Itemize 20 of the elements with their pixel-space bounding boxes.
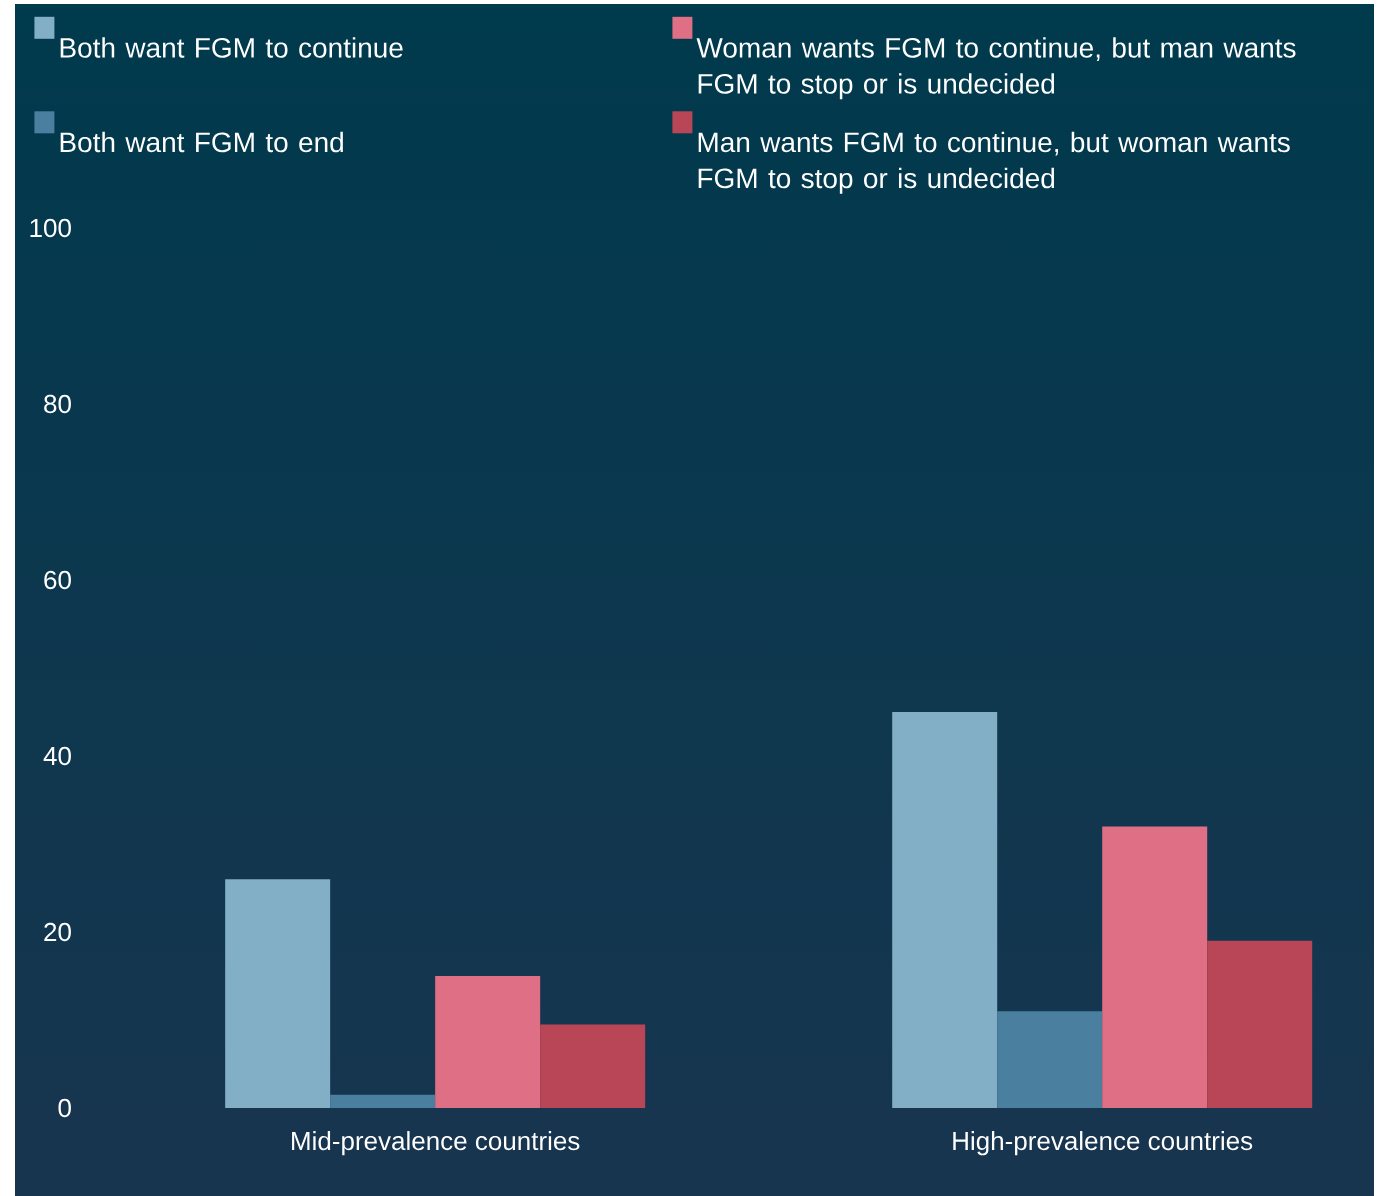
y-tick-label: 40 xyxy=(43,746,71,766)
y-tick-label: 60 xyxy=(44,570,71,590)
bar xyxy=(540,1024,646,1108)
bar xyxy=(997,1011,1103,1108)
bar xyxy=(435,976,541,1108)
legend-label: Man wants FGM to continue, but woman wants FGM to stop or is undecided xyxy=(698,131,1290,194)
bar xyxy=(1102,826,1208,1108)
bar xyxy=(225,879,331,1108)
x-tick-label: High-prevalence countries xyxy=(953,1131,1253,1156)
x-tick-label: Mid-prevalence countries xyxy=(292,1131,580,1156)
legend-label: Woman wants FGM to continue, but man wants FGM to stop or is undecided xyxy=(696,37,1296,100)
y-tick-label: 100 xyxy=(30,218,71,238)
bar xyxy=(892,712,998,1108)
y-tick-label: 20 xyxy=(44,922,71,942)
bar xyxy=(1207,940,1313,1108)
legend-label: Both want FGM to continue xyxy=(60,37,403,58)
y-tick-label: 0 xyxy=(58,1098,71,1118)
bar xyxy=(330,1094,436,1108)
legend-label: Both want FGM to end xyxy=(60,131,343,153)
y-tick-label: 80 xyxy=(44,394,71,414)
